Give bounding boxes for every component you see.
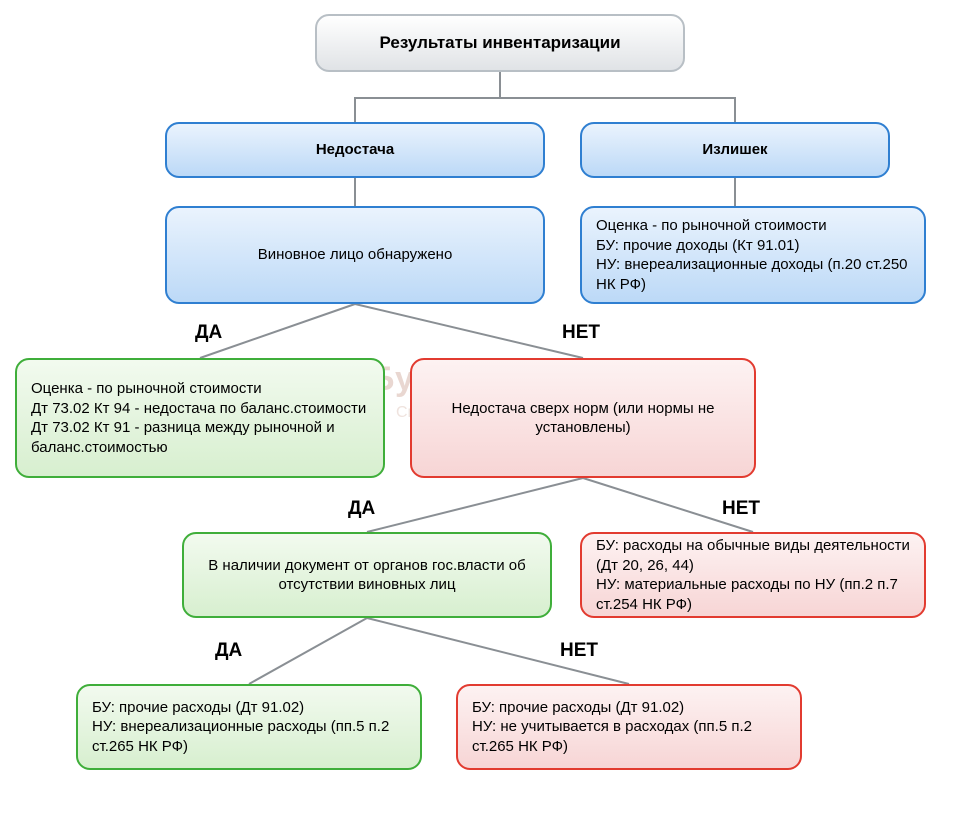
edge-label-da2: ДА: [348, 498, 375, 520]
flowchart-canvas: БухЭксперт8 Справочная система по учету …: [0, 0, 954, 815]
node-no1-text: Недостача сверх норм (или нормы не устан…: [426, 399, 740, 438]
node-yes2: В наличии документ от органов гос.власти…: [182, 532, 552, 618]
node-surplus-text: Излишек: [596, 140, 874, 160]
edge-label-net1: НЕТ: [562, 322, 600, 344]
node-surplus-v: Оценка - по рыночной стоимости БУ: прочи…: [580, 206, 926, 304]
edge-label-da3: ДА: [215, 640, 242, 662]
node-root: Результаты инвентаризации: [315, 14, 685, 72]
node-guilty-text: Виновное лицо обнаружено: [181, 245, 529, 265]
node-no2-text: БУ: расходы на обычные виды деятельности…: [596, 536, 910, 614]
node-yes1-text: Оценка - по рыночной стоимости Дт 73.02 …: [31, 379, 369, 457]
node-no2: БУ: расходы на обычные виды деятельности…: [580, 532, 926, 618]
edge-label-net3: НЕТ: [560, 640, 598, 662]
node-shortage: Недостача: [165, 122, 545, 178]
node-no3: БУ: прочие расходы (Дт 91.02) НУ: не учи…: [456, 684, 802, 770]
node-yes3: БУ: прочие расходы (Дт 91.02) НУ: внереа…: [76, 684, 422, 770]
node-shortage-text: Недостача: [181, 140, 529, 160]
node-no1: Недостача сверх норм (или нормы не устан…: [410, 358, 756, 478]
node-yes3-text: БУ: прочие расходы (Дт 91.02) НУ: внереа…: [92, 698, 406, 757]
edge-label-net2: НЕТ: [722, 498, 760, 520]
node-surplus-v-text: Оценка - по рыночной стоимости БУ: прочи…: [596, 216, 910, 294]
node-root-text: Результаты инвентаризации: [331, 32, 669, 54]
node-no3-text: БУ: прочие расходы (Дт 91.02) НУ: не учи…: [472, 698, 786, 757]
node-guilty: Виновное лицо обнаружено: [165, 206, 545, 304]
edge-label-da1: ДА: [195, 322, 222, 344]
node-yes1: Оценка - по рыночной стоимости Дт 73.02 …: [15, 358, 385, 478]
node-surplus: Излишек: [580, 122, 890, 178]
node-yes2-text: В наличии документ от органов гос.власти…: [198, 556, 536, 595]
